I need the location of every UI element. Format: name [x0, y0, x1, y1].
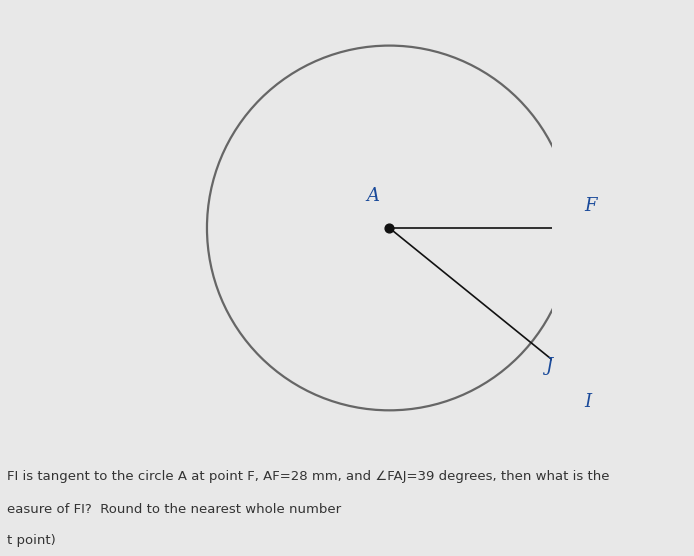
Point — [384, 224, 395, 232]
Text: FI is tangent to the circle A at point F, AF=28 mm, and ∠FAJ=39 degrees, then wh: FI is tangent to the circle A at point F… — [7, 470, 609, 483]
Text: t point): t point) — [7, 534, 56, 547]
Point — [566, 224, 577, 232]
Text: A: A — [366, 187, 380, 205]
Point — [566, 371, 577, 380]
Text: easure of FI?  Round to the nearest whole number: easure of FI? Round to the nearest whole… — [7, 503, 341, 516]
Point — [566, 400, 577, 409]
Text: F: F — [585, 197, 598, 215]
Text: I: I — [585, 393, 592, 411]
Text: J: J — [545, 357, 552, 375]
